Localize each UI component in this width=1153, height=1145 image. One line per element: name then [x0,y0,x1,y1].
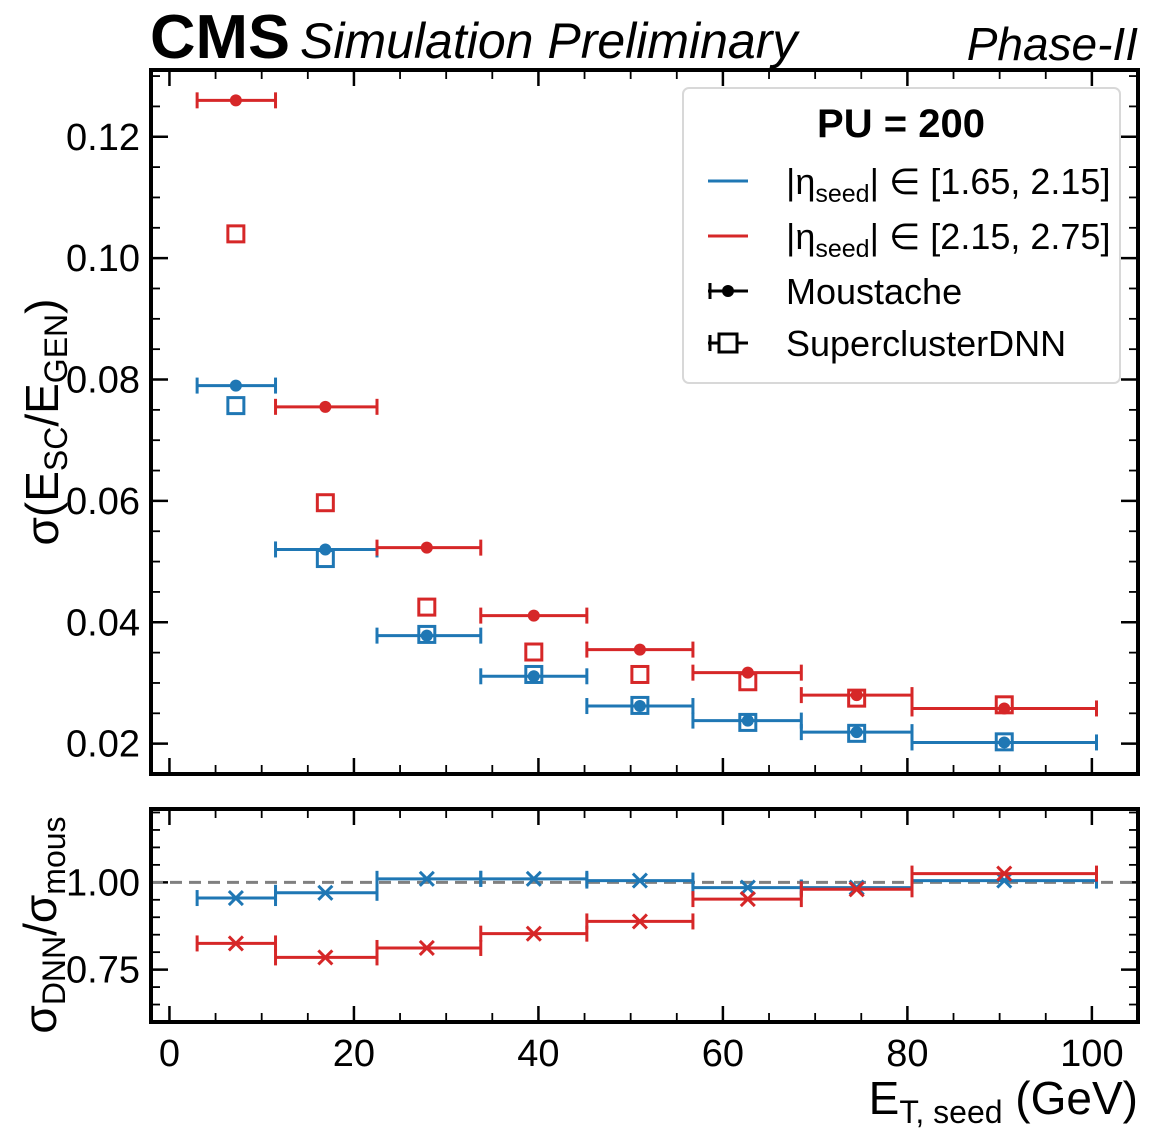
dnn-point [524,664,544,684]
ratio-marker-stroke-b [525,925,542,942]
moustache-point [850,726,863,739]
simulation-preliminary-label: Simulation Preliminary [300,13,800,69]
moustache-point [420,629,433,642]
ratio-axis-ticks: 0.75 1.00 0 20 40 60 80 100 [66,809,1138,1075]
legend: PU = 200 |ηseed| ∈ [1.65, 2.15] |ηseed| … [682,87,1121,384]
moustache-point [229,94,242,107]
dnn-point [226,224,246,244]
dnn-point [847,688,867,708]
moustache-point [633,700,646,713]
resolution-panel: 0.02 0.04 0.06 0.08 0.10 0.12 PU = 200 |ηseed… [16,68,1140,776]
dnn-point [994,695,1014,715]
dnn-point [417,597,437,617]
dnn-point [630,664,650,684]
y-tick-label: 0.04 [66,602,140,644]
y-tick-label: 0.08 [66,360,140,402]
ratio-marker-stroke-b [631,872,648,889]
phase-label: Phase-II [967,18,1139,70]
moustache-point [850,689,863,702]
dnn-point [994,732,1014,752]
ratio-marker-stroke-b [739,891,756,908]
dnn-point [226,396,246,416]
ratio-marker-stroke-b [996,865,1013,882]
main-plot-frame [149,68,1140,776]
x-tick-label: 20 [333,1033,375,1075]
legend-label-moustache: Moustache [786,271,962,312]
dnn-point [738,712,758,732]
x-tick-label: 40 [517,1033,559,1075]
main-y-axis-title: σ(ESC/EGEN) [16,299,74,546]
moustache-point [319,400,332,413]
y-tick-label: 1.00 [66,862,140,904]
dnn-point [315,493,335,513]
ratio-panel: 0.75 1.00 0 20 40 60 80 100 σDNN/σmous ET, seed… [14,807,1140,1130]
ratio-marker-stroke-b [317,884,334,901]
main-axis-ticks: 0.02 0.04 0.06 0.08 0.10 0.12 [66,70,1138,775]
y-tick-label: 0.10 [66,238,140,280]
moustache-point [420,541,433,554]
cms-brand: CMS [150,3,290,72]
moustache-point [998,736,1011,749]
moustache-point [229,379,242,392]
main-series-layer [195,92,1098,752]
legend-label-eta-high: |ηseed| ∈ [2.15, 2.75] [786,216,1110,263]
y-tick-label: 0.75 [66,950,140,992]
legend-moustache-marker [722,285,734,297]
dnn-point [847,723,867,743]
ratio-plot-frame [149,807,1140,1024]
ratio-marker-stroke-b [739,879,756,896]
x-tick-label: 80 [886,1033,928,1075]
ratio-series-layer [151,865,1138,966]
y-tick-label: 0.02 [66,724,140,766]
ratio-y-axis-title: σDNN/σmous [14,816,72,1033]
ratio-marker-stroke-b [996,872,1013,889]
legend-box [682,87,1121,384]
ratio-marker-stroke-b [227,889,244,907]
dnn-point [417,624,437,644]
legend-title: PU = 200 [817,102,985,146]
x-tick-label: 100 [1060,1033,1123,1075]
ratio-marker-stroke-b [525,870,542,887]
dnn-point [315,549,335,569]
dnn-point [524,642,544,662]
dnn-point [738,672,758,692]
ratio-marker-stroke-b [418,870,435,887]
legend-dnn-marker [717,332,739,354]
ratio-marker-stroke-b [848,881,865,898]
dnn-point [630,695,650,715]
moustache-point [527,670,540,683]
y-tick-label: 0.06 [66,481,140,523]
x-tick-label: 60 [702,1033,744,1075]
moustache-point [527,609,540,622]
ratio-marker-stroke-b [418,939,435,957]
legend-label-eta-low: |ηseed| ∈ [1.65, 2.15] [786,161,1110,208]
moustache-point [633,643,646,656]
ratio-marker-stroke-b [227,935,244,952]
x-axis-title: ET, seed (GeV) [869,1072,1138,1130]
y-tick-label: 0.12 [66,117,140,159]
ratio-marker-stroke-b [317,949,334,966]
ratio-marker-stroke-b [631,913,648,930]
moustache-point [741,714,754,727]
legend-label-dnn: SuperclusterDNN [786,323,1066,364]
x-tick-label: 0 [159,1033,180,1075]
